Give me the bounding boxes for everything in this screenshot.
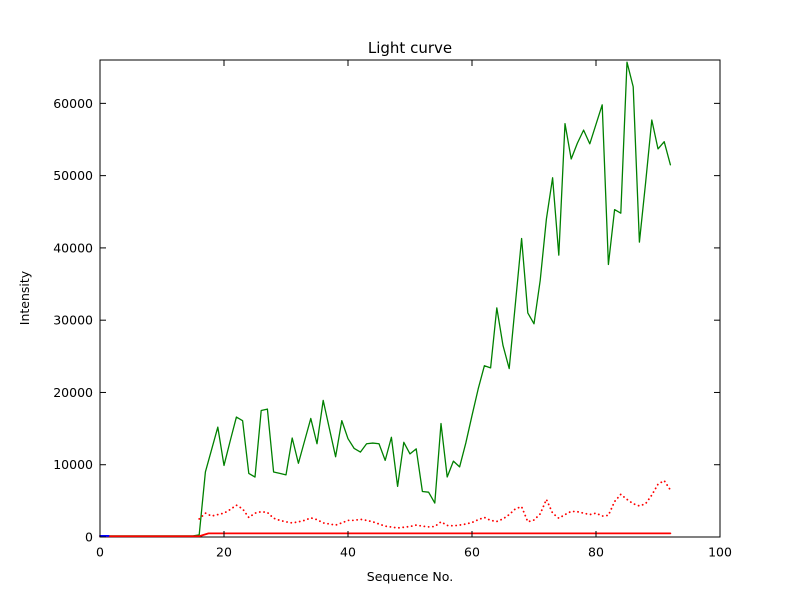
x-tick-label: 80: [588, 545, 604, 560]
x-axis-label: Sequence No.: [367, 569, 453, 584]
x-tick-label: 100: [708, 545, 732, 560]
axis-ticks: [99, 60, 721, 538]
x-tick-label: 20: [216, 545, 232, 560]
y-tick-label: 0: [85, 530, 93, 545]
axis-tick-labels: 0 20 40 60 80 100 0 10000 20000 30000 40000 50000 60…: [53, 96, 732, 560]
series-baseline-red-solid: [99, 532, 672, 538]
y-tick-label: 30000: [53, 313, 93, 328]
y-tick-label: 20000: [53, 385, 93, 400]
y-tick-label: 40000: [53, 240, 93, 255]
chart-title: Light curve: [368, 39, 452, 57]
y-tick-label: 50000: [53, 168, 93, 183]
x-tick-label: 40: [340, 545, 356, 560]
series-lines: [99, 61, 672, 538]
plot-frame: [99, 59, 721, 538]
y-tick-label: 10000: [53, 457, 93, 472]
y-axis-label: Intensity: [17, 270, 32, 325]
x-tick-label: 0: [96, 545, 104, 560]
y-tick-label: 60000: [53, 96, 93, 111]
x-tick-label: 60: [464, 545, 480, 560]
